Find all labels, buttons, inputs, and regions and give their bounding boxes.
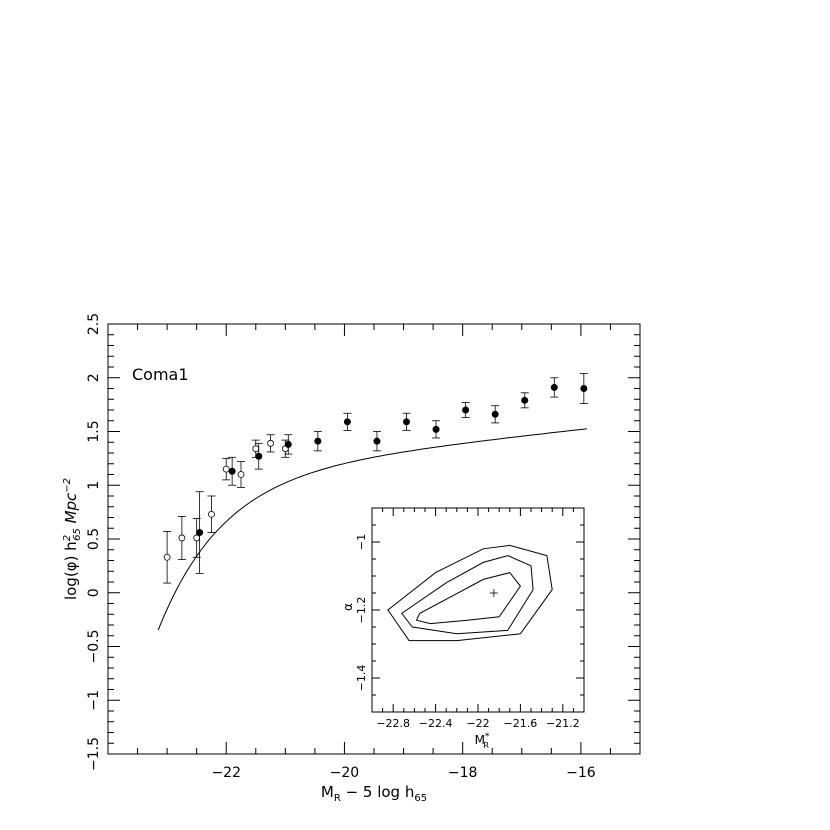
y-tick-label-0: −1.5 — [86, 737, 102, 771]
open-point-7 — [266, 434, 275, 453]
filled-point-6 — [372, 431, 381, 452]
filled-point-12 — [550, 377, 559, 398]
x-tick-label-0: −22 — [211, 765, 241, 781]
filled-point-13 — [579, 373, 588, 404]
filled-point-9 — [461, 402, 470, 418]
y-tick-label-2: −0.5 — [86, 630, 102, 664]
inset-contours — [387, 544, 553, 642]
x-tick-label-3: −16 — [566, 765, 596, 781]
filled-point-3 — [284, 434, 293, 455]
filled-point-0 — [195, 491, 204, 574]
inset-y-tick-label-2: −1 — [355, 534, 368, 550]
open-point-1 — [177, 516, 186, 560]
y-tick-label-7: 2 — [86, 373, 102, 382]
contour-2sigma — [400, 555, 534, 635]
y-tick-label-1: −1 — [86, 690, 102, 711]
y-tick-label-4: 0.5 — [86, 528, 102, 550]
inset-x-axis-label: M* R — [475, 732, 490, 750]
inset-best-fit — [489, 589, 498, 597]
filled-marker — [373, 437, 381, 445]
filled-marker — [521, 396, 529, 404]
filled-marker — [343, 418, 351, 426]
inset-ticks: −22.8 −22.4 −22 −21.6 −21.2 −1.4 −1.2 −1 — [355, 507, 585, 730]
filled-marker — [314, 437, 322, 445]
filled-point-11 — [520, 392, 529, 409]
y-tick-label-5: 1 — [86, 481, 102, 490]
inset-y-tick-label-1: −1.2 — [355, 597, 368, 624]
x-tick-label-1: −20 — [330, 765, 360, 781]
open-point-5 — [237, 461, 245, 488]
open-point-3 — [207, 495, 216, 533]
filled-marker — [255, 452, 263, 460]
filled-point-5 — [343, 412, 352, 431]
open-marker — [237, 471, 245, 478]
main-ticks: −22 −20 −18 −16 −1.5 −1 −0.5 0 0.5 1 1.5 2 2.5 — [86, 313, 641, 781]
open-marker — [267, 439, 274, 447]
inset-x-tick-label-0: −22.8 — [376, 717, 410, 730]
filled-marker — [580, 385, 588, 392]
y-tick-label-6: 1.5 — [86, 420, 102, 442]
inset-x-tick-label-3: −21.6 — [504, 717, 538, 730]
filled-point-8 — [432, 420, 441, 439]
fit-curve — [157, 428, 587, 631]
open-marker — [163, 553, 171, 561]
contour-3sigma — [387, 544, 553, 642]
coma1-label: Coma1 — [132, 365, 189, 384]
filled-marker — [550, 383, 558, 391]
inset-y-tick-label-0: −1.4 — [355, 665, 368, 692]
filled-marker — [228, 467, 236, 475]
open-marker — [252, 445, 260, 453]
open-point-4 — [222, 457, 231, 481]
filled-marker — [196, 529, 204, 537]
inset-plot-frame — [371, 507, 585, 713]
filled-marker — [432, 425, 440, 433]
inset-x-tick-label-4: −21.2 — [546, 717, 580, 730]
filled-marker — [403, 418, 411, 426]
open-marker — [208, 510, 215, 518]
y-tick-label-8: 2.5 — [86, 313, 102, 335]
y-tick-label-3: 0 — [86, 588, 102, 597]
filled-marker — [284, 440, 292, 448]
inset-x-tick-label-2: −22 — [466, 717, 489, 730]
filled-point-10 — [491, 405, 500, 424]
filled-point-2 — [254, 442, 263, 470]
filled-marker — [462, 406, 470, 414]
filled-marker — [491, 410, 499, 418]
open-point-0 — [163, 531, 172, 584]
filled-point-4 — [313, 431, 322, 452]
x-tick-label-2: −18 — [448, 765, 478, 781]
filled-point-7 — [402, 412, 411, 431]
inset-y-axis-label: α — [341, 603, 355, 611]
main-data-points — [163, 373, 588, 584]
open-marker — [178, 534, 186, 542]
fit-curve-group — [157, 428, 587, 631]
main-x-axis-label: MR − 5 log h65 — [321, 783, 427, 804]
main-y-axis-label: log(φ) h265 Mpc−2 — [62, 478, 83, 600]
contour-1sigma — [415, 572, 522, 625]
filled-point-1 — [228, 456, 237, 486]
open-marker — [222, 465, 230, 473]
inset-x-tick-label-1: −22.4 — [419, 717, 453, 730]
